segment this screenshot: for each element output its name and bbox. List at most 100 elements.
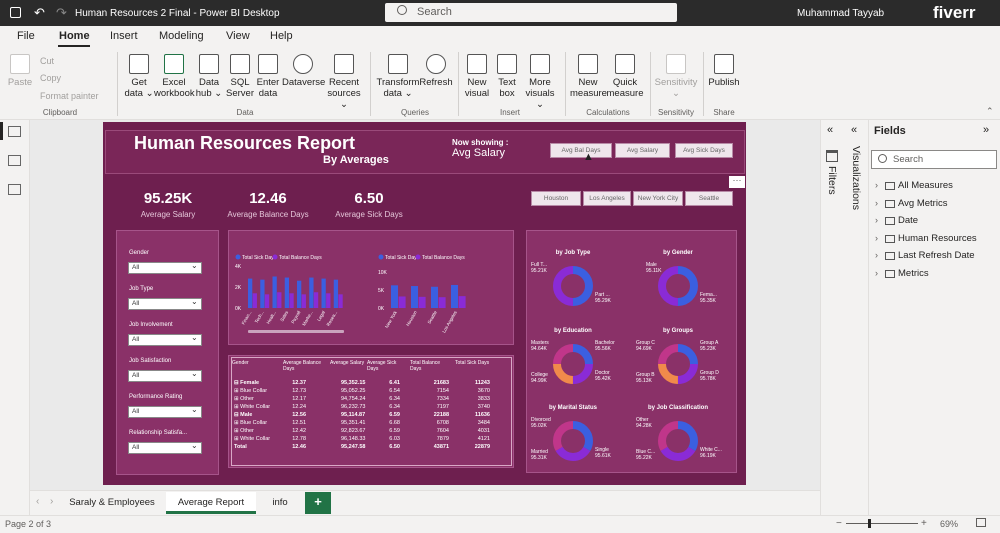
table-row-label[interactable]: ⊞ White Collar — [234, 436, 271, 442]
new-visual-button[interactable]: New visual — [462, 54, 492, 99]
tab-saraly-employees[interactable]: Saraly & Employees — [69, 497, 155, 508]
transform-data-button[interactable]: Transform data ⌄ — [375, 54, 421, 99]
excel-icon — [164, 54, 184, 74]
next-page-icon[interactable]: › — [50, 496, 54, 507]
filters-pane-label[interactable]: Filters — [826, 166, 838, 195]
menu-view[interactable]: View — [226, 30, 250, 42]
city-button-new-york[interactable]: New York City — [633, 191, 683, 206]
paste-button[interactable]: Paste — [6, 54, 34, 88]
zoom-in-icon[interactable]: + — [921, 518, 927, 529]
expand-chevron-icon[interactable]: › — [875, 215, 878, 225]
donut-segment — [553, 266, 593, 306]
table-row-label[interactable]: ⊞ Other — [234, 396, 254, 402]
slicer-dropdown[interactable]: All — [128, 262, 202, 274]
new-measure-button[interactable]: New measure — [570, 54, 607, 99]
publish-button[interactable]: Publish — [707, 54, 741, 88]
get-data-button[interactable]: Get data ⌄ — [122, 54, 156, 99]
more-visuals-button[interactable]: More visuals ⌄ — [522, 54, 558, 110]
enter-data-button[interactable]: Enter data — [255, 54, 281, 99]
quick-measure-button[interactable]: Quick measure — [606, 54, 644, 99]
zoom-slider-thumb[interactable] — [868, 519, 871, 528]
bar-sick — [338, 294, 343, 308]
slicer-dropdown[interactable]: All — [128, 298, 202, 310]
field-item[interactable]: Avg Metrics — [898, 197, 948, 209]
fields-search-icon — [878, 154, 887, 163]
table-row-label[interactable]: ⊟ Male — [234, 412, 253, 418]
city-button-houston[interactable]: Houston — [531, 191, 581, 206]
city-button-seattle[interactable]: Seattle — [685, 191, 733, 206]
format-painter-button[interactable]: Format painter — [40, 91, 99, 101]
collapse-fields-icon[interactable]: » — [983, 124, 990, 136]
expand-chevron-icon[interactable]: › — [875, 180, 878, 190]
data-view-icon[interactable] — [8, 155, 21, 166]
table-row-label[interactable]: ⊞ Blue Collar — [234, 388, 268, 394]
menu-modeling[interactable]: Modeling — [159, 30, 204, 42]
field-item[interactable]: Metrics — [898, 267, 929, 279]
avg-sick-days-button[interactable]: Avg Sick Days — [675, 143, 733, 158]
cut-button[interactable]: Cut — [40, 56, 55, 66]
bar-sick — [313, 292, 319, 308]
redo-icon[interactable]: ↷ — [56, 5, 67, 20]
slicer-label: Job Type — [129, 286, 154, 292]
excel-workbook-button[interactable]: Excel workbook — [154, 54, 195, 99]
visualizations-pane-label[interactable]: Visualizations — [850, 146, 862, 211]
table-cell: 21683 — [433, 380, 449, 386]
save-icon[interactable] — [10, 7, 21, 18]
kpi-label: Average Balance Days — [227, 210, 309, 219]
fit-to-page-icon[interactable] — [976, 518, 986, 527]
slicer-dropdown[interactable]: All — [128, 406, 202, 418]
tab-average-report[interactable]: Average Report — [166, 492, 256, 514]
zoom-slider[interactable] — [846, 523, 918, 524]
expand-chevron-icon[interactable]: › — [875, 232, 878, 243]
expand-chevron-icon[interactable]: › — [875, 250, 878, 260]
dataverse-button[interactable]: Dataverse — [282, 54, 325, 88]
field-item[interactable]: Date — [898, 215, 919, 226]
table-row-label[interactable]: ⊞ Other — [234, 428, 254, 434]
undo-icon[interactable]: ↶ — [34, 5, 45, 20]
sensitivity-button[interactable]: Sensitivity ⌄ — [653, 54, 699, 99]
table-row-label[interactable]: ⊞ Blue Collar — [234, 420, 268, 426]
recent-sources-button[interactable]: Recent sources ⌄ — [324, 54, 364, 110]
menu-help[interactable]: Help — [270, 30, 293, 42]
user-name[interactable]: Muhammad Tayyab — [797, 8, 885, 19]
table-row-label[interactable]: ⊞ White Collar — [234, 404, 271, 410]
collapse-ribbon-icon[interactable]: ⌃ — [986, 106, 994, 116]
avg-salary-button[interactable]: Avg Salary — [615, 143, 670, 158]
menu-file[interactable]: File — [17, 30, 35, 42]
copy-button[interactable]: Copy — [40, 73, 62, 83]
data-hub-button[interactable]: Data hub ⌄ — [194, 54, 224, 99]
city-button-los-angeles[interactable]: Los Angeles — [583, 191, 631, 206]
avg-bal-days-button[interactable]: Avg Bal Days — [550, 143, 612, 158]
expand-chevron-icon[interactable]: › — [875, 197, 878, 208]
prev-page-icon[interactable]: ‹ — [36, 496, 40, 507]
donut-label: Part ... — [595, 292, 610, 298]
field-item[interactable]: All Measures — [898, 180, 953, 191]
field-item[interactable]: Last Refresh Date — [898, 250, 975, 261]
more-options-icon[interactable]: ··· — [729, 176, 745, 188]
text-box-button[interactable]: Text box — [494, 54, 520, 99]
expand-chevron-icon[interactable]: › — [875, 267, 878, 278]
refresh-button[interactable]: Refresh — [419, 54, 453, 88]
table-cell: 11243 — [475, 380, 490, 386]
slicer-dropdown[interactable]: All — [128, 442, 202, 454]
menu-home[interactable]: Home — [59, 30, 90, 42]
donut-label: Group A — [700, 340, 719, 346]
field-item[interactable]: Human Resources — [898, 232, 977, 244]
menu-insert[interactable]: Insert — [110, 30, 138, 42]
tab-info[interactable]: info — [272, 497, 288, 508]
fields-search-input[interactable] — [871, 150, 997, 169]
zoom-out-icon[interactable]: − — [836, 518, 842, 529]
search-box[interactable]: Search — [385, 3, 677, 22]
collapse-filters-icon[interactable]: « — [827, 124, 834, 136]
x-tick-label: Legal — [316, 310, 326, 322]
table-row-label[interactable]: ⊟ Female — [234, 380, 260, 386]
add-page-button[interactable]: + — [305, 492, 331, 514]
donut-charts-svg: by Job Type Full T...95.21K Part ...95.29K… — [531, 250, 722, 461]
report-view-icon[interactable] — [8, 126, 21, 137]
model-view-icon[interactable] — [8, 184, 21, 195]
collapse-visualizations-icon[interactable]: « — [851, 124, 858, 136]
slicer-dropdown[interactable]: All — [128, 370, 202, 382]
table-row-label[interactable]: Total — [234, 444, 247, 450]
slicer-dropdown[interactable]: All — [128, 334, 202, 346]
sql-server-button[interactable]: SQL Server — [226, 54, 254, 99]
